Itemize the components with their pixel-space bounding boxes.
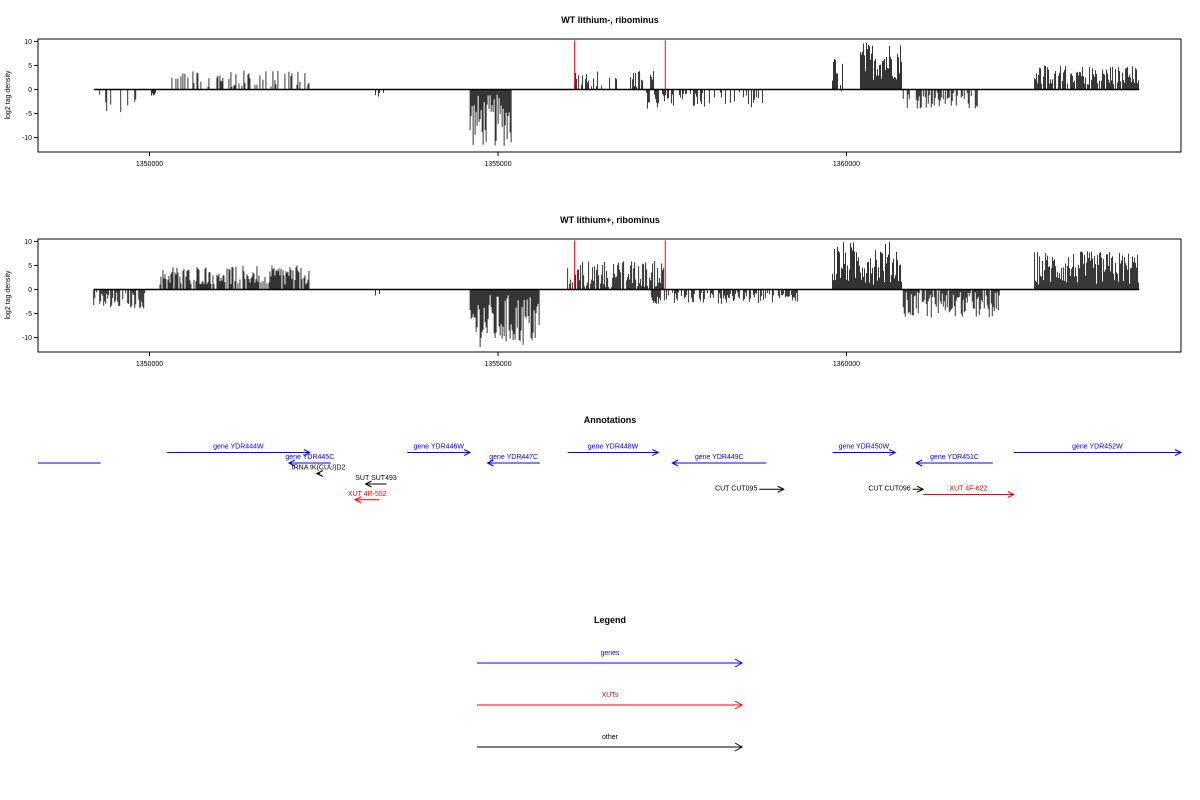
legend-entries: genes XUTs other: [477, 650, 744, 752]
density-bars: [93, 42, 1140, 146]
arrow-head: [486, 459, 494, 467]
arrow-head: [671, 459, 679, 467]
feature-label: gene YDR447C: [489, 454, 538, 461]
x-axis: 1350000 1355000 1360000: [136, 352, 860, 368]
x-tick-label: 1360000: [833, 361, 860, 368]
y-axis: -10 -5 0 5 10: [22, 239, 38, 342]
density-panel-lithium-plus: WT lithium+, ribominus log2 tag density …: [5, 215, 1182, 368]
feature-list: gene YDR444W gene YDR445C gene YDR446W gene…: [38, 444, 1183, 504]
y-axis-label: log2 tag density: [5, 70, 12, 120]
arrow-head: [916, 485, 925, 493]
feature-label: SUT SUT493: [355, 475, 397, 482]
arrow-head: [353, 496, 362, 504]
legend: Legend genes XUTs other: [477, 615, 744, 752]
y-tick-label: -10: [22, 135, 32, 142]
arrow-head: [652, 449, 660, 456]
feature-label: gene YDR449C: [695, 454, 744, 461]
arrow-head: [1174, 449, 1183, 456]
arrow-head: [915, 459, 923, 467]
legend-label: other: [602, 734, 619, 741]
feature-label: CUT CUT095: [715, 485, 757, 492]
feature-label: gene YDR444W: [213, 444, 264, 451]
y-tick-label: -5: [26, 311, 32, 318]
x-tick-label: 1350000: [136, 161, 163, 168]
feature-label: gene YDR452W: [1072, 444, 1123, 451]
legend-title: Legend: [594, 615, 626, 625]
y-tick-label: 10: [24, 239, 32, 246]
arrow-head: [287, 459, 296, 467]
annotations-title: Annotations: [584, 415, 637, 425]
feature-label: gene YDR446W: [414, 444, 465, 451]
panel-title: WT lithium-, ribominus: [561, 15, 659, 25]
feature-label: gene YDR451C: [930, 454, 979, 461]
feature-label: CUT CUT096: [868, 485, 910, 492]
feature-label: XUT 4R-552: [348, 491, 387, 498]
feature-label: gene YDR445C: [285, 454, 334, 461]
arrow-head: [1007, 491, 1015, 498]
arrow-head: [303, 449, 311, 456]
feature-label: gene YDR450W: [839, 444, 890, 451]
y-tick-label: -5: [26, 111, 32, 118]
legend-arrow-head: [734, 658, 744, 668]
marker-lines: [574, 240, 666, 290]
legend-label: genes: [600, 650, 620, 657]
legend-label: XUTs: [602, 692, 619, 699]
plot-frame: [37, 238, 1182, 353]
arrow-head: [364, 480, 372, 488]
y-tick-label: 0: [28, 287, 32, 294]
y-axis: -10 -5 0 5 10: [22, 39, 38, 142]
x-tick-label: 1355000: [484, 161, 511, 168]
y-tick-label: 5: [28, 263, 32, 270]
arrow-head: [463, 449, 472, 456]
y-tick-label: 10: [24, 39, 32, 46]
panel-title: WT lithium+, ribominus: [560, 215, 660, 225]
y-tick-label: 5: [28, 63, 32, 70]
density-panel-lithium-minus: WT lithium-, ribominus log2 tag density …: [5, 15, 1182, 168]
marker-lines: [574, 40, 666, 90]
legend-arrow-head: [734, 700, 744, 710]
feature-label: XUT 4F-622: [949, 486, 987, 493]
arrow-head: [889, 449, 897, 456]
x-tick-label: 1360000: [833, 161, 860, 168]
legend-arrow-head: [734, 742, 744, 752]
plot-frame: [37, 38, 1182, 153]
feature-label: gene YDR448W: [588, 444, 639, 451]
y-axis-label: log2 tag density: [5, 270, 12, 320]
density-bars: [93, 242, 1140, 347]
x-tick-label: 1350000: [136, 361, 163, 368]
feature-label: tRNA tK(CUU)D2: [292, 465, 346, 472]
x-axis: 1350000 1355000 1360000: [136, 152, 860, 168]
y-tick-label: -10: [22, 335, 32, 342]
arrow-head: [777, 485, 785, 493]
arrow-head: [315, 470, 324, 477]
y-tick-label: 0: [28, 87, 32, 94]
x-tick-label: 1355000: [484, 361, 511, 368]
